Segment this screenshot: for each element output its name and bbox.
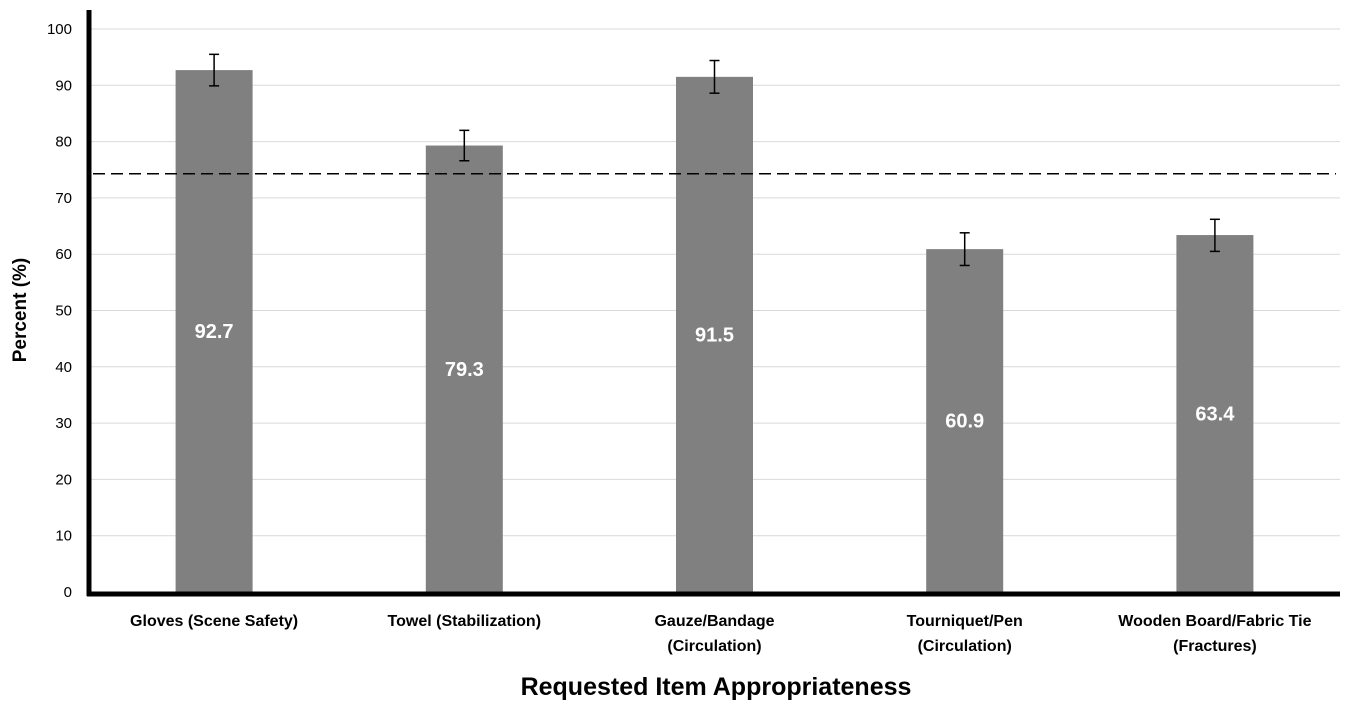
value-label: 63.4 [1195, 404, 1235, 426]
y-axis-label: Percent (%) [10, 258, 31, 363]
y-tick-label: 70 [55, 190, 72, 207]
x-tick-label-line: (Circulation) [918, 638, 1012, 655]
value-label: 79.3 [445, 359, 484, 381]
y-tick-label: 80 [55, 134, 72, 151]
x-tick-label: Wooden Board/Fabric Tie (Fractures) [1118, 613, 1311, 655]
x-tick-label-line: Wooden Board/Fabric Tie [1118, 613, 1311, 630]
x-axis-label: Requested Item Appropriateness [521, 673, 912, 701]
x-tick-label-line: Gloves (Scene Safety) [130, 613, 298, 630]
y-tick-label: 90 [55, 77, 72, 94]
x-tick-label: Gauze/Bandage (Circulation) [654, 613, 774, 655]
x-tick-label-line: (Fractures) [1173, 638, 1257, 655]
y-tick-label: 40 [55, 359, 72, 376]
value-label: 91.5 [695, 324, 734, 346]
y-tick-label: 10 [55, 528, 72, 545]
y-tick-label: 20 [55, 471, 72, 488]
x-tick-labels: Gloves (Scene Safety) Towel (Stabilizatio… [130, 613, 1312, 655]
y-tick-label: 100 [47, 21, 72, 38]
y-tick-label: 30 [55, 415, 72, 432]
value-label: 92.7 [195, 321, 234, 343]
y-tick-label: 50 [55, 303, 72, 320]
x-tick-label-line: Gauze/Bandage [654, 613, 774, 630]
value-label: 60.9 [945, 411, 984, 433]
x-tick-label-line: (Circulation) [667, 638, 761, 655]
x-tick-label: Gloves (Scene Safety) [130, 613, 298, 630]
y-tick-labels: 0 10 20 30 40 50 60 70 80 90 100 [47, 21, 72, 601]
x-tick-label-line: Tourniquet/Pen [907, 613, 1023, 630]
y-tick-label: 0 [64, 584, 72, 601]
x-tick-label: Towel (Stabilization) [388, 613, 541, 630]
x-tick-label-line: Towel (Stabilization) [388, 613, 541, 630]
x-tick-label: Tourniquet/Pen (Circulation) [907, 613, 1023, 655]
y-tick-label: 60 [55, 246, 72, 263]
